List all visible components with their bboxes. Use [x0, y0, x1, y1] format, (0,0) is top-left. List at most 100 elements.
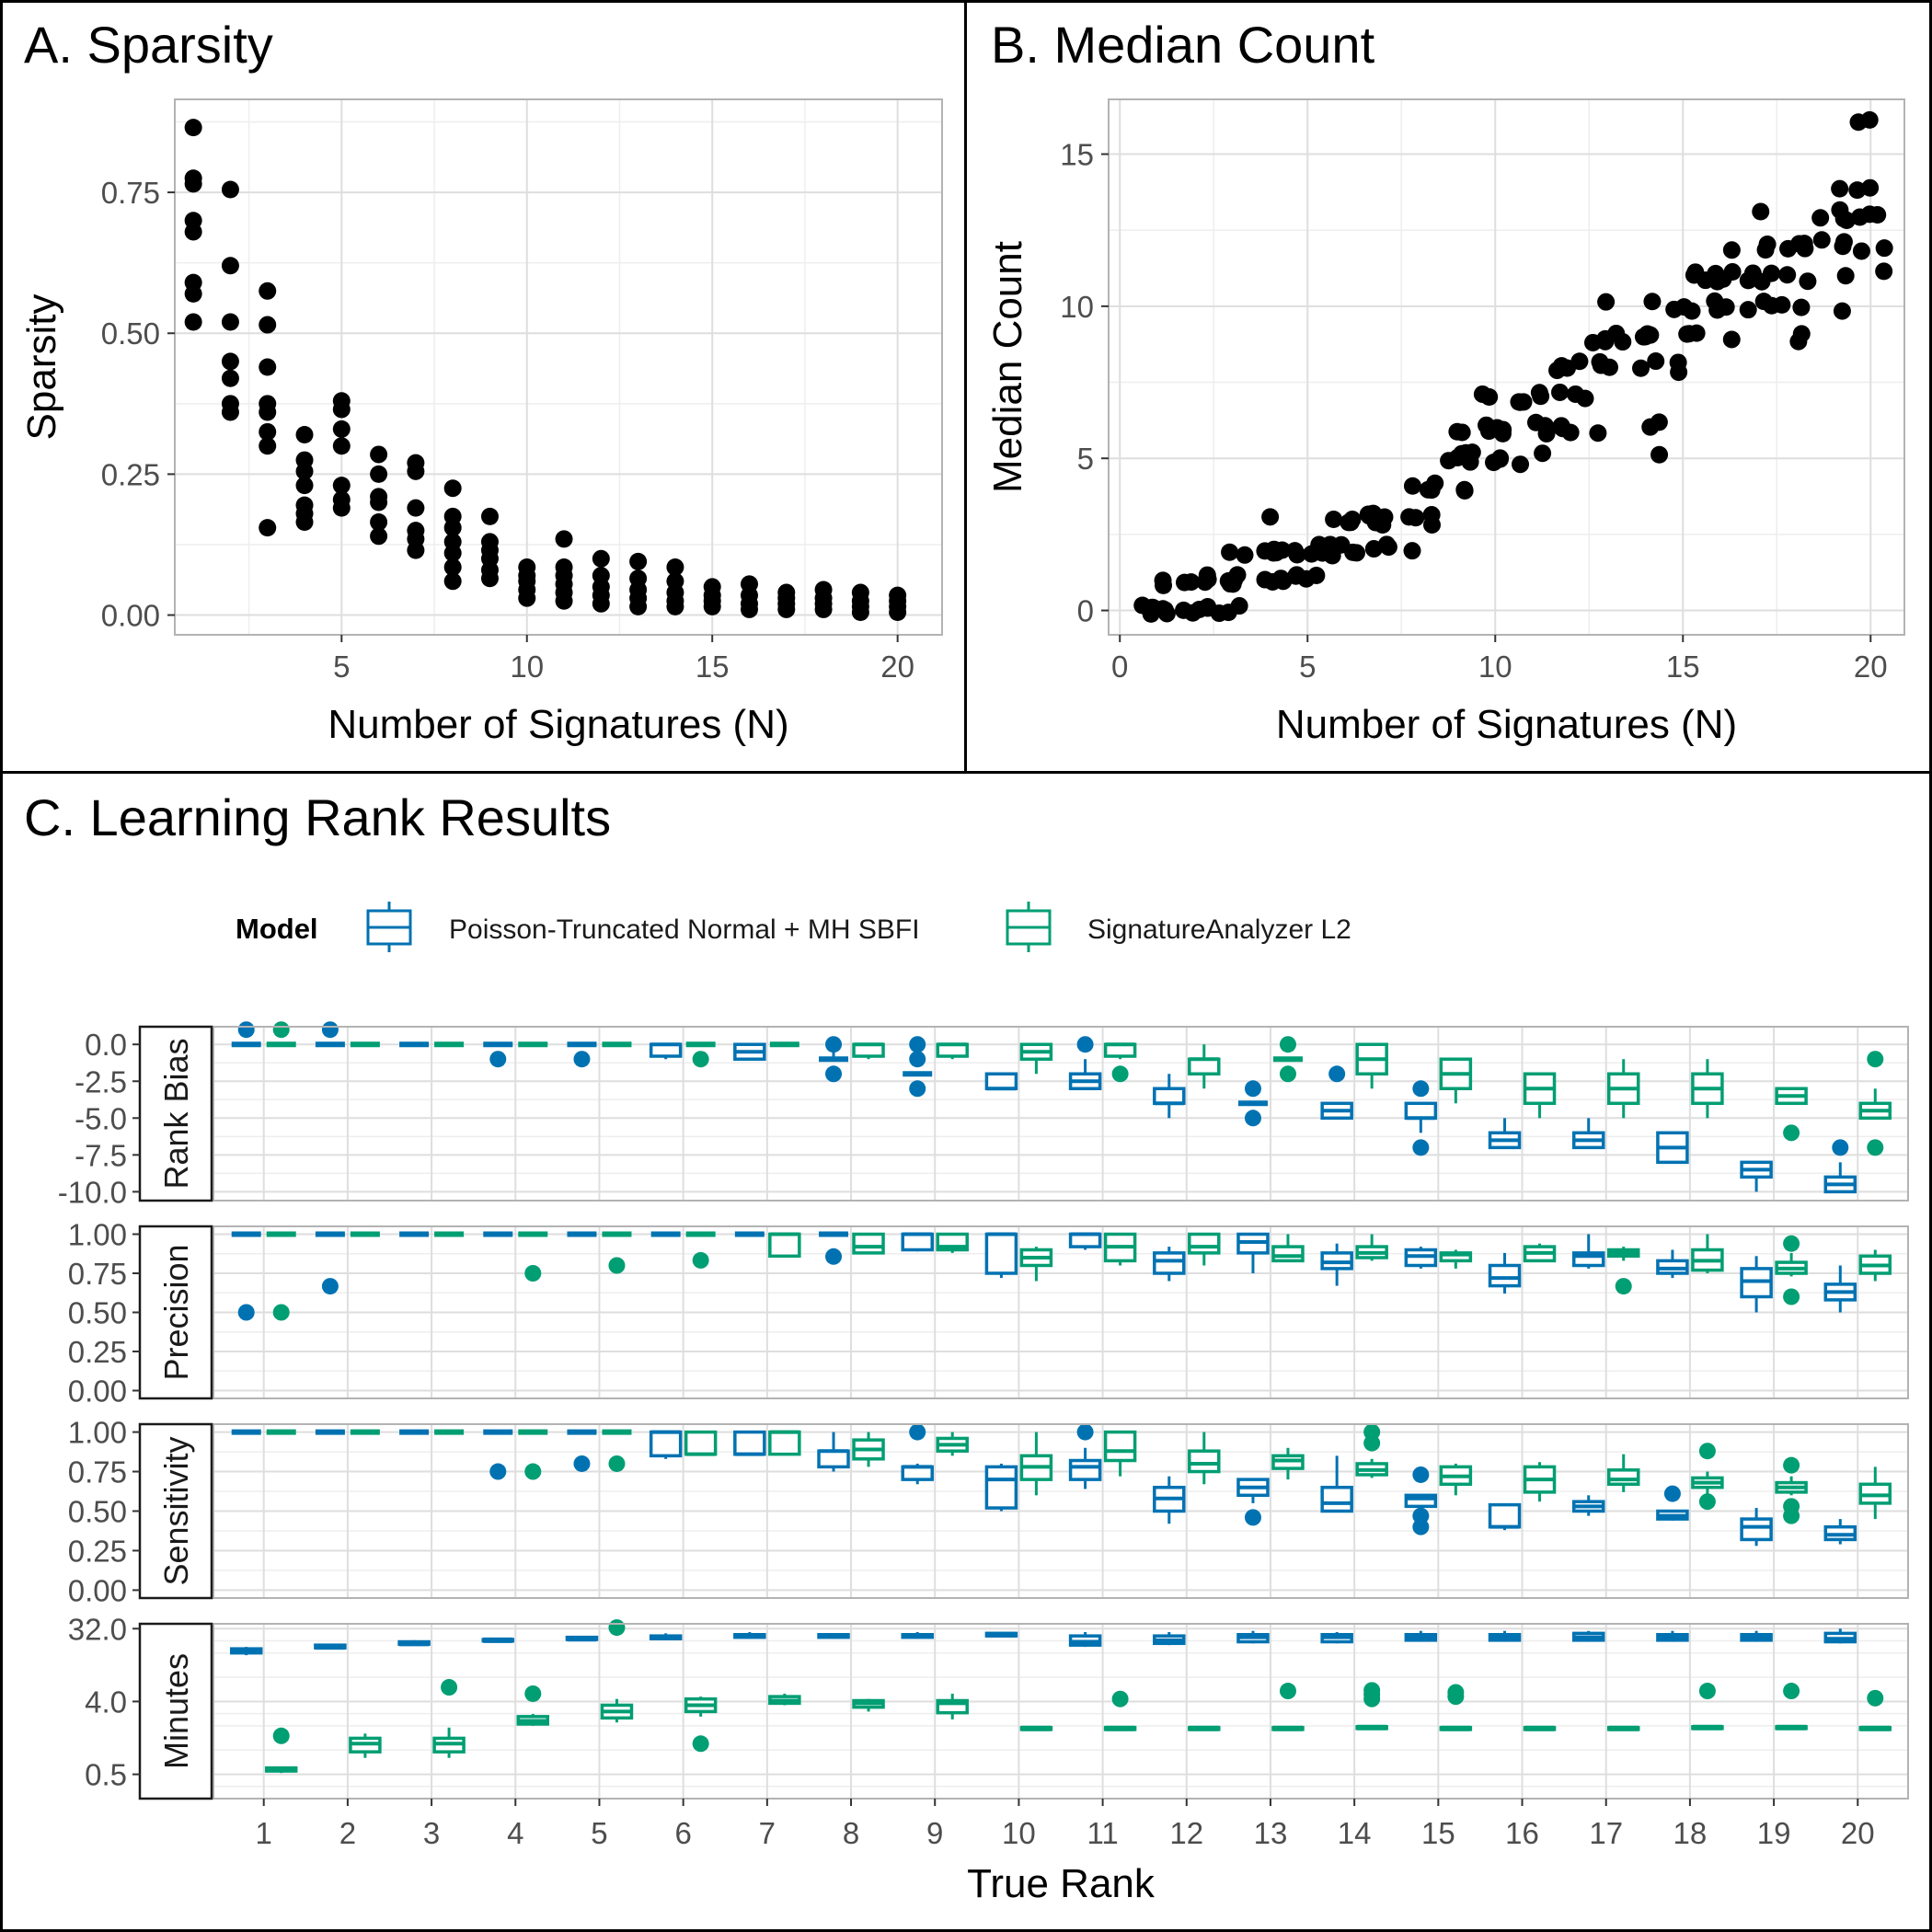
outlier-point — [1783, 1288, 1800, 1305]
median-count-point — [1739, 301, 1757, 319]
boxplot-model-2-rank-3 — [432, 1679, 466, 1758]
facet-strip — [138, 1225, 213, 1400]
sparsity-point — [407, 499, 425, 517]
median-count-point — [1570, 352, 1589, 371]
median-count-point — [1219, 571, 1237, 590]
median-count-point — [1722, 241, 1741, 259]
outlier-point — [1783, 1235, 1800, 1252]
outlier-point — [489, 1463, 507, 1480]
sparsity-point — [221, 352, 239, 371]
outlier-point — [1412, 1518, 1430, 1535]
sparsity-point — [592, 549, 610, 568]
median-count-point — [1287, 566, 1305, 584]
x-tick-label: 20 — [880, 650, 914, 684]
sparsity-point — [740, 575, 758, 593]
facet-strip-label: Rank Bias — [157, 1038, 195, 1189]
boxplot-model-2-rank-17 — [1606, 1725, 1640, 1731]
boxplot-model-2-rank-18 — [1691, 1234, 1724, 1273]
boxplot-model-1-rank-9 — [901, 1632, 934, 1639]
median-count-point — [1473, 385, 1491, 403]
median-count-point — [1875, 239, 1893, 258]
boxplot-model-1-rank-18 — [1656, 1630, 1689, 1642]
boxplot-model-2-rank-16 — [1523, 1725, 1557, 1731]
boxplot-model-2-rank-7 — [768, 1693, 801, 1706]
median-count-point — [1341, 513, 1360, 532]
sparsity-point — [295, 477, 314, 495]
sparsity-point — [407, 522, 425, 540]
sparsity-point — [480, 533, 499, 551]
median-count-point — [1325, 510, 1343, 528]
y-tick-label: 5 — [1077, 442, 1094, 476]
boxplot-model-1-rank-7 — [733, 1632, 766, 1639]
boxplot-model-1-rank-6 — [649, 1430, 683, 1459]
median-count-point — [1851, 208, 1869, 226]
boxplot-model-2-rank-9 — [936, 1232, 969, 1253]
panel-b-title: B. Median Count — [991, 16, 1375, 74]
boxplot-model-1-rank-4 — [483, 1429, 513, 1480]
boxplot-model-2-rank-16 — [1523, 1243, 1557, 1263]
boxplot-model-2-rank-14 — [1355, 1423, 1388, 1478]
boxplot-model-2-rank-19 — [1775, 1087, 1808, 1142]
boxplot-model-2-rank-19 — [1775, 1235, 1808, 1305]
sparsity-point — [184, 273, 202, 292]
boxplot-model-2-rank-6 — [684, 1430, 718, 1456]
sparsity-point — [332, 392, 351, 410]
outlier-point — [1698, 1443, 1716, 1460]
boxplot-model-2-rank-17 — [1606, 1247, 1640, 1295]
sparsity-point — [480, 507, 499, 525]
x-tick-label: 14 — [1338, 1816, 1372, 1850]
outlier-point — [608, 1257, 626, 1274]
outlier-point — [237, 1021, 255, 1039]
boxplot-model-2-rank-17 — [1606, 1059, 1640, 1119]
sparsity-point — [518, 558, 536, 576]
median-count-scatter: 0 5 10 15 20 0 5 10 15 Number of Signatures (N) Me… — [985, 98, 1905, 747]
facet-strip-label: Sensitivity — [157, 1436, 195, 1585]
boxplot-model-1-rank-17 — [1571, 1118, 1605, 1150]
legend-label-model-2: SignatureAnalyzer L2 — [1087, 914, 1351, 945]
x-tick-label: 15 — [696, 650, 730, 684]
x-tick-label: 11 — [1087, 1816, 1118, 1850]
sparsity-point — [259, 519, 277, 537]
outlier-point — [1279, 1683, 1296, 1700]
outlier-point — [1783, 1456, 1800, 1474]
outlier-point — [1244, 1110, 1261, 1127]
boxplot-model-2-rank-7 — [768, 1232, 801, 1259]
sparsity-point — [370, 465, 388, 483]
boxplot-model-1-rank-19 — [1740, 1630, 1773, 1642]
sparsity-point — [443, 479, 462, 498]
median-count-point — [1455, 480, 1474, 499]
sparsity-point — [332, 437, 351, 455]
outlier-point — [1244, 1080, 1261, 1098]
median-count-point — [1144, 599, 1163, 617]
median-count-point — [1836, 267, 1855, 285]
median-count-point — [1448, 422, 1466, 441]
median-count-point — [1795, 235, 1813, 253]
outlier-point — [1447, 1688, 1465, 1706]
boxplot-model-1-rank-8 — [819, 1036, 849, 1083]
sparsity-point — [370, 445, 388, 464]
x-tick-label: 8 — [843, 1816, 859, 1850]
boxplot-model-1-rank-19 — [1740, 1256, 1773, 1313]
outlier-point — [909, 1051, 926, 1068]
boxplot-model-1-rank-17 — [1571, 1234, 1605, 1269]
median-count-point — [1403, 477, 1421, 495]
boxplot-model-2-rank-12 — [1188, 1044, 1221, 1089]
outlier-point — [1076, 1036, 1094, 1053]
boxplot-model-1-rank-9 — [901, 1232, 934, 1252]
boxplot-model-1-rank-9 — [901, 1423, 934, 1485]
x-tick-label: 13 — [1254, 1816, 1288, 1850]
sparsity-point — [370, 527, 388, 546]
x-tick-label: 19 — [1757, 1816, 1791, 1850]
boxplot-model-1-rank-12 — [1153, 1074, 1186, 1119]
sparsity-point — [443, 533, 462, 551]
boxplot-model-1-rank-4 — [481, 1637, 515, 1643]
boxplot-model-2-rank-13 — [1271, 1683, 1305, 1731]
boxplot-model-2-rank-17 — [1606, 1454, 1640, 1492]
x-tick-label: 3 — [423, 1816, 440, 1850]
sparsity-point — [370, 512, 388, 531]
median-count-point — [1869, 206, 1887, 224]
outlier-point — [825, 1248, 843, 1265]
sparsity-point — [295, 451, 314, 469]
outlier-point — [1698, 1493, 1716, 1511]
boxplot-model-1-rank-18 — [1656, 1485, 1689, 1521]
